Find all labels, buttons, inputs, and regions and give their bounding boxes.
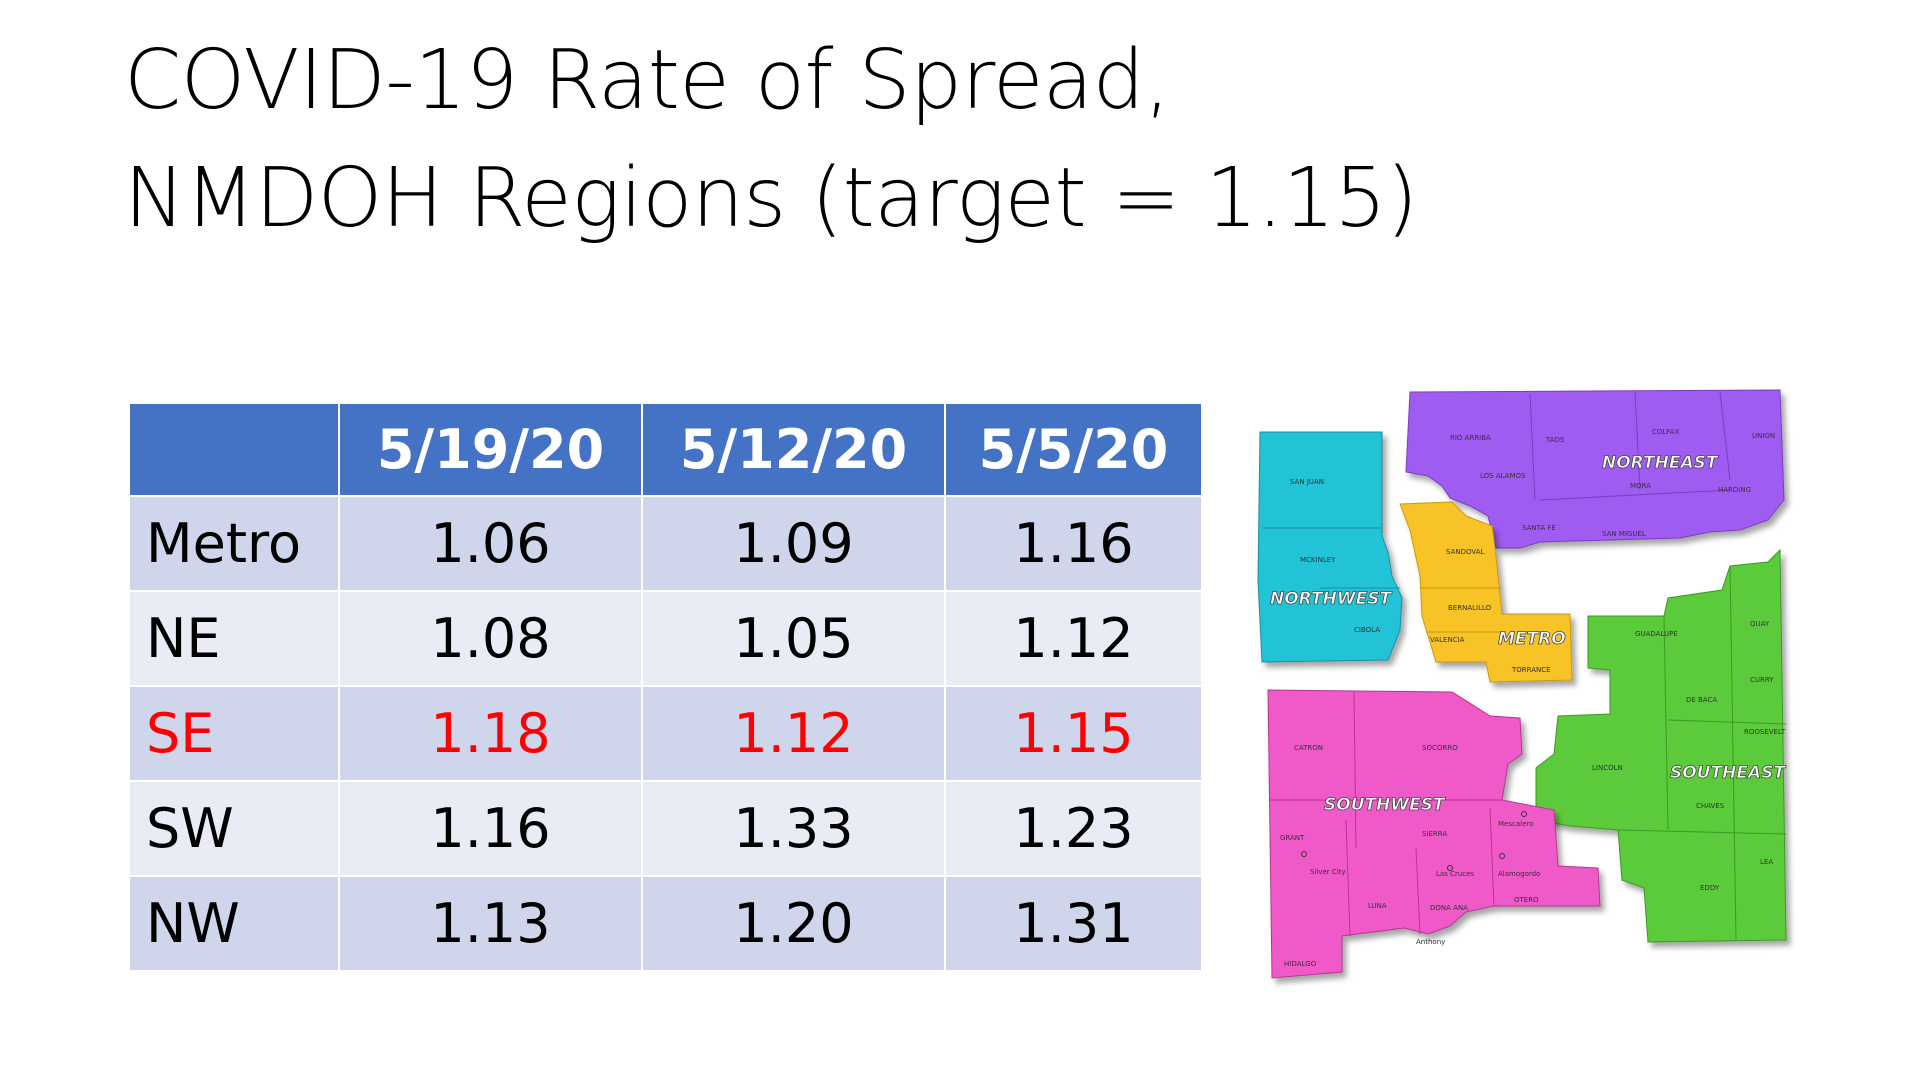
rate-value: 1.05 xyxy=(641,590,946,687)
county-label: BERNALILLO xyxy=(1448,604,1492,612)
region-label-southwest: SOUTHWEST xyxy=(1324,795,1446,815)
region-name: SW xyxy=(128,780,340,877)
county-label: Mescalero xyxy=(1498,820,1533,828)
county-label: Alamogordo xyxy=(1498,870,1540,878)
region-metro: SANDOVAL BERNALILLO VALENCIA TORRANCE ME… xyxy=(1399,501,1573,683)
county-label: ROOSEVELT xyxy=(1744,728,1786,736)
county-label: SANTA FE xyxy=(1522,524,1556,532)
table-row-sw: SW 1.16 1.33 1.23 xyxy=(128,780,1203,877)
rate-value: 1.12 xyxy=(944,590,1203,687)
table-row-se: SE 1.18 1.12 1.15 xyxy=(128,685,1203,782)
county-label: LOS ALAMOS xyxy=(1480,472,1526,480)
rate-value: 1.09 xyxy=(641,495,946,592)
county-label: Las Cruces xyxy=(1436,870,1474,878)
rate-value: 1.33 xyxy=(641,780,946,877)
rate-table: 5/19/20 5/12/20 5/5/20 Metro 1.06 1.09 1… xyxy=(128,402,1203,972)
rate-value: 1.20 xyxy=(641,875,946,972)
county-label: HARDING xyxy=(1718,486,1751,494)
county-label: LUNA xyxy=(1368,902,1387,910)
header-date-3: 5/5/20 xyxy=(944,402,1203,497)
rate-value: 1.16 xyxy=(338,780,643,877)
county-label: COLFAX xyxy=(1652,428,1679,436)
county-label: HIDALGO xyxy=(1284,960,1317,968)
county-label: TORRANCE xyxy=(1511,666,1551,674)
header-region-cell xyxy=(128,402,340,497)
county-label: OTERO xyxy=(1514,896,1539,904)
county-label: UNION xyxy=(1752,432,1775,440)
title-line-1: COVID-19 Rate of Spread, xyxy=(124,33,1170,128)
county-label: QUAY xyxy=(1750,620,1770,628)
county-label: SOCORRO xyxy=(1422,744,1458,752)
rate-value: 1.15 xyxy=(944,685,1203,782)
county-label: SIERRA xyxy=(1422,830,1447,838)
county-label: Anthony xyxy=(1416,938,1445,946)
county-label: Silver City xyxy=(1310,868,1346,876)
county-label: GRANT xyxy=(1280,834,1305,842)
county-label: MORA xyxy=(1630,482,1651,490)
title-line-2: NMDOH Regions (target = 1.15) xyxy=(124,151,1418,246)
county-label: CATRON xyxy=(1294,744,1323,752)
rate-value: 1.12 xyxy=(641,685,946,782)
table-row-ne: NE 1.08 1.05 1.12 xyxy=(128,590,1203,687)
region-shape-southeast xyxy=(1535,548,1787,943)
region-label-metro: METRO xyxy=(1498,629,1566,649)
table-header-row: 5/19/20 5/12/20 5/5/20 xyxy=(128,402,1203,497)
nm-regions-map: SAN JUAN MCKINLEY CIBOLA NORTHWEST RIO A… xyxy=(1257,389,1787,979)
region-label-northwest: NORTHWEST xyxy=(1270,589,1392,609)
county-label: TAOS xyxy=(1545,436,1565,444)
county-label: SAN JUAN xyxy=(1290,478,1324,486)
county-label: DONA ANA xyxy=(1430,904,1468,912)
rate-value: 1.23 xyxy=(944,780,1203,877)
slide-title: COVID-19 Rate of Spread, NMDOH Regions (… xyxy=(124,22,1418,258)
rate-value: 1.18 xyxy=(338,685,643,782)
county-label: CIBOLA xyxy=(1354,626,1380,634)
region-northeast: RIO ARRIBA TAOS COLFAX UNION LOS ALAMOS … xyxy=(1405,389,1785,549)
region-southeast: GUADALUPE QUAY CURRY DE BACA ROOSEVELT L… xyxy=(1535,548,1787,943)
county-label: CHAVES xyxy=(1696,802,1725,810)
region-name: NE xyxy=(128,590,340,687)
table-row-nw: NW 1.13 1.20 1.31 xyxy=(128,875,1203,972)
region-shape-northwest xyxy=(1257,431,1403,663)
region-shape-southwest xyxy=(1267,689,1601,979)
header-date-1: 5/19/20 xyxy=(338,402,643,497)
rate-value: 1.31 xyxy=(944,875,1203,972)
county-label: CURRY xyxy=(1750,676,1774,684)
county-label: EDDY xyxy=(1700,884,1720,892)
region-label-southeast: SOUTHEAST xyxy=(1670,763,1786,783)
county-label: SANDOVAL xyxy=(1446,548,1485,556)
county-label: MCKINLEY xyxy=(1300,556,1336,564)
rate-value: 1.08 xyxy=(338,590,643,687)
county-label: VALENCIA xyxy=(1430,636,1465,644)
table-row-metro: Metro 1.06 1.09 1.16 xyxy=(128,495,1203,592)
rate-value: 1.06 xyxy=(338,495,643,592)
region-northwest: SAN JUAN MCKINLEY CIBOLA NORTHWEST xyxy=(1257,431,1403,663)
county-label: SAN MIGUEL xyxy=(1602,530,1646,538)
county-label: RIO ARRIBA xyxy=(1450,434,1491,442)
county-label: LINCOLN xyxy=(1592,764,1623,772)
region-shape-metro xyxy=(1399,501,1573,683)
region-shape-northeast xyxy=(1405,389,1785,549)
county-label: LEA xyxy=(1760,858,1773,866)
county-label: DE BACA xyxy=(1686,696,1717,704)
county-label: GUADALUPE xyxy=(1635,630,1678,638)
region-name: Metro xyxy=(128,495,340,592)
rate-value: 1.13 xyxy=(338,875,643,972)
region-name: NW xyxy=(128,875,340,972)
region-southwest: CATRON SOCORRO GRANT SIERRA Silver City … xyxy=(1267,689,1601,979)
header-date-2: 5/12/20 xyxy=(641,402,946,497)
region-name: SE xyxy=(128,685,340,782)
region-label-northeast: NORTHEAST xyxy=(1602,453,1719,473)
rate-value: 1.16 xyxy=(944,495,1203,592)
